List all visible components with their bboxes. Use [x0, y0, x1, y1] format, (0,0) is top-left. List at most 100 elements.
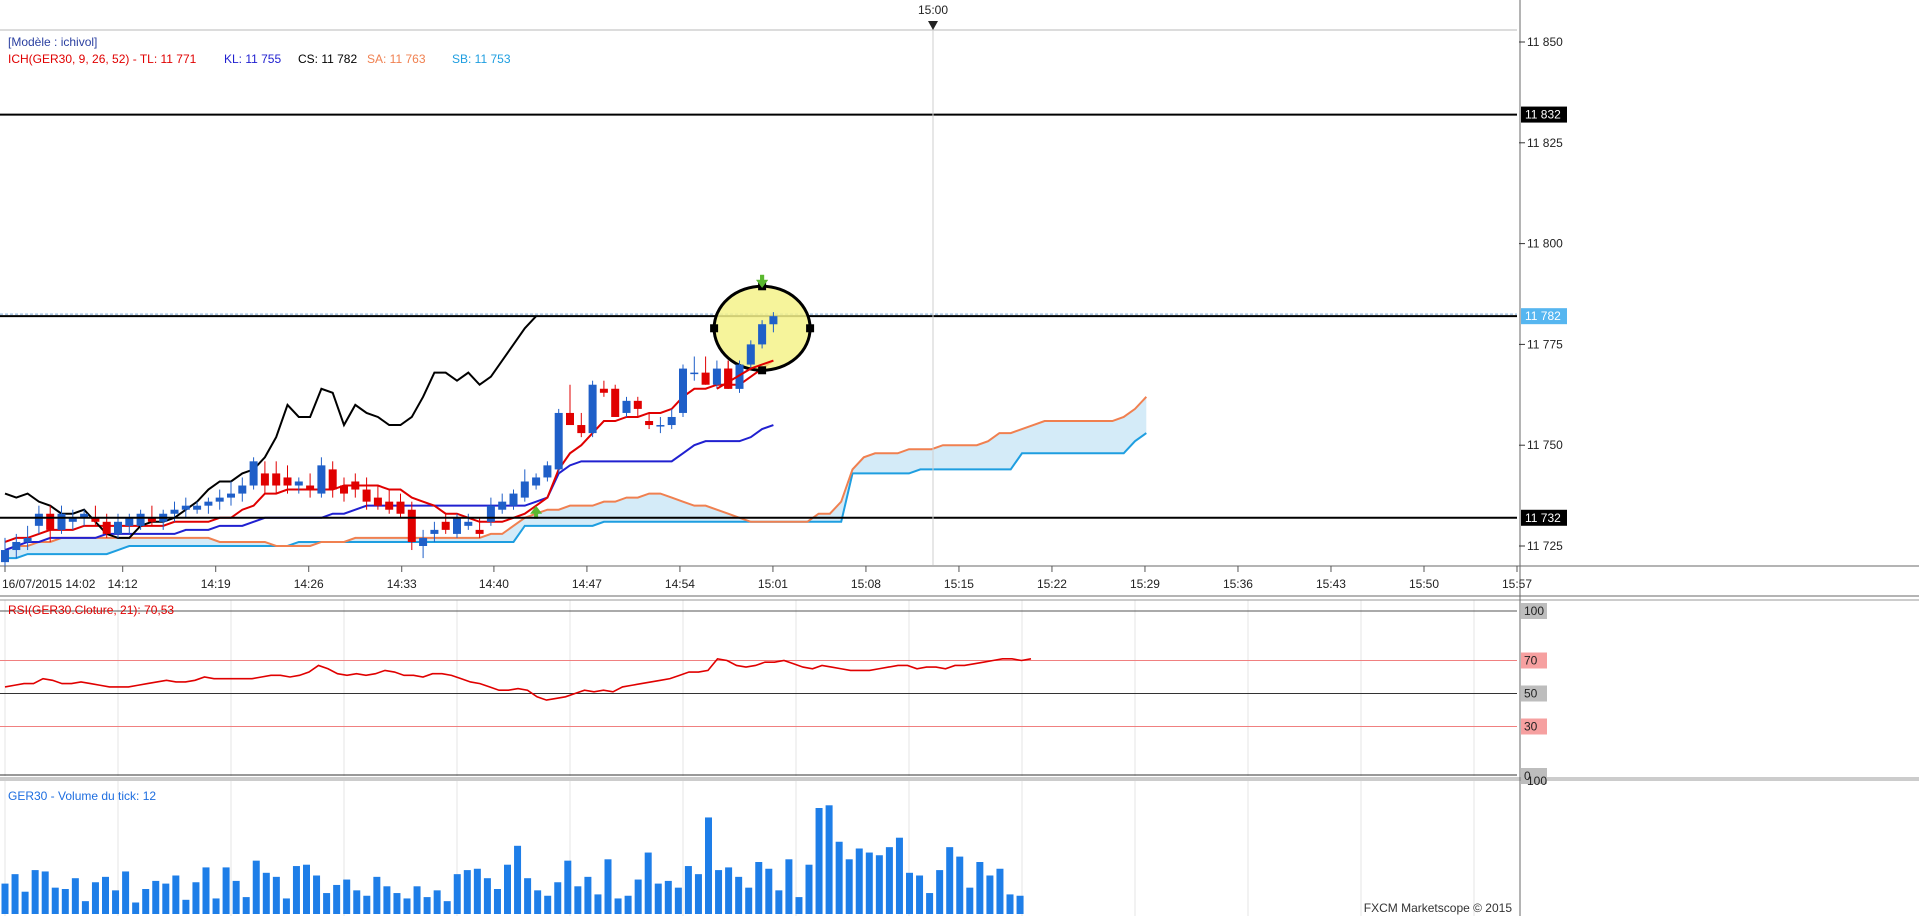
x-tick-label: 14:54 [665, 577, 695, 591]
candle-body [520, 481, 529, 498]
x-tick-label: 15:29 [1130, 577, 1160, 591]
x-tick-label: 15:15 [944, 577, 974, 591]
candle-body [272, 473, 281, 486]
volume-bar [413, 886, 421, 914]
top-time-marker-icon [928, 21, 938, 30]
candle-body [588, 384, 597, 434]
volume-bar [353, 890, 361, 914]
candle-body [667, 416, 676, 426]
candle-body [193, 505, 202, 510]
volume-bar [423, 897, 431, 914]
volume-bar [132, 902, 140, 914]
volume-bar [21, 891, 29, 914]
price-tag-bg [1521, 106, 1567, 123]
candle-body [566, 412, 574, 426]
x-tick-label: 14:12 [108, 577, 138, 591]
ellipse-handle [758, 366, 767, 375]
volume-bar [262, 872, 270, 914]
candle-body [486, 505, 495, 522]
candle-body [656, 425, 665, 427]
volume-bar [946, 847, 954, 914]
volume-bar [594, 894, 602, 914]
buy-arrow-icon [530, 505, 543, 519]
volume-bar [544, 895, 552, 914]
candle-body [498, 501, 507, 510]
volume-bar [775, 890, 783, 914]
y-tick-label: 11 775 [1527, 337, 1563, 351]
volume-bar [112, 890, 120, 914]
volume-bar [81, 901, 89, 914]
volume-bar [855, 848, 863, 914]
volume-bar [323, 893, 331, 914]
candle-body [373, 497, 382, 506]
candle-body [645, 421, 654, 426]
candle-body [724, 368, 733, 389]
candle-body [475, 529, 484, 534]
volume-bar [493, 889, 501, 914]
volume-bar [664, 880, 672, 914]
volume-bar [765, 868, 773, 914]
volume-bar [534, 890, 542, 914]
x-tick-label: 14:40 [479, 577, 509, 591]
candle-body [23, 537, 32, 542]
volume-bar [11, 874, 19, 914]
price-tag-bg [1521, 308, 1567, 325]
candle-body [622, 400, 631, 413]
volume-bar [1, 883, 9, 914]
tenkan-line-tail [716, 359, 774, 390]
candle-body [769, 316, 778, 325]
volume-bar [674, 887, 682, 914]
volume-bar [805, 864, 813, 914]
candle-body [543, 465, 552, 478]
volume-bar [252, 860, 260, 914]
price-tag-bg [1521, 509, 1567, 526]
candle-body [746, 344, 755, 365]
candle-body [712, 368, 721, 385]
candle-body [260, 473, 269, 486]
candle-body [102, 521, 111, 534]
candle-body [12, 541, 21, 551]
volume-bar [453, 874, 461, 914]
candle-body [46, 513, 55, 530]
volume-bar [694, 874, 702, 914]
candle-body [441, 521, 450, 530]
candle-body [91, 517, 100, 522]
x-tick-label: 15:22 [1037, 577, 1067, 591]
sell-arrow-icon [756, 274, 769, 288]
candle-body [464, 521, 473, 526]
candle-body [136, 513, 145, 526]
volume-bar [373, 876, 381, 914]
rsi-level-label: 70 [1524, 654, 1538, 668]
volume-bar [524, 878, 532, 914]
volume-bar [624, 895, 632, 914]
rsi-level-label: 0 [1524, 769, 1531, 783]
y-tick-label: 11 750 [1527, 438, 1563, 452]
candle-body [362, 489, 371, 502]
rsi-level-label: 50 [1524, 687, 1538, 701]
volume-bar [644, 852, 652, 914]
candle-body [34, 513, 43, 526]
rsi-level-tag-bg [1521, 685, 1547, 702]
volume-bar [333, 884, 341, 914]
x-tick-label: 15:43 [1316, 577, 1346, 591]
volume-bar [705, 817, 712, 914]
volume-bar [363, 895, 371, 914]
candle-body [1, 550, 9, 563]
volume-bar [514, 845, 522, 914]
candle-body [633, 400, 642, 409]
price-tag-label: 11 782 [1525, 309, 1561, 323]
x-tick-label: 14:26 [294, 577, 324, 591]
volume-bar [41, 871, 49, 914]
volume-bar [182, 899, 190, 914]
volume-bar [222, 867, 230, 914]
rsi-level-tag-bg [1521, 718, 1547, 735]
volume-bar [152, 880, 160, 914]
rsi-level-label: 100 [1524, 604, 1544, 618]
candle-body [385, 501, 394, 510]
volume-bar [61, 889, 69, 914]
senkou-a-line [4, 396, 1148, 551]
volume-bar [584, 876, 592, 914]
candle-body [532, 477, 541, 486]
candle-body [238, 485, 247, 494]
